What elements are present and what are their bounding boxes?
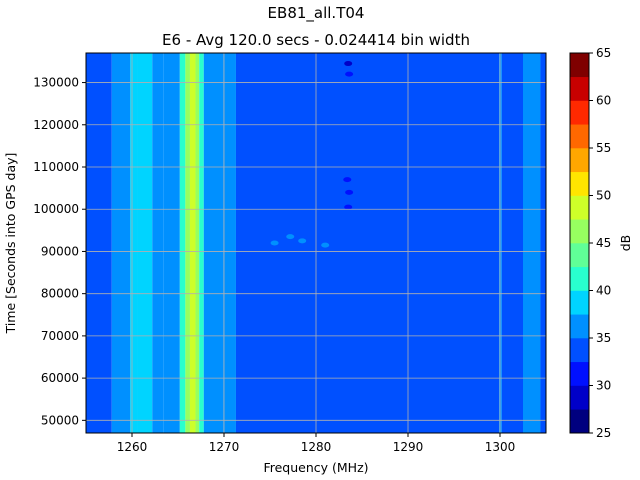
x-tick-label-1: 1270 <box>209 440 240 454</box>
x-axis-label: Frequency (MHz) <box>263 460 368 475</box>
colorbar-segment-15 <box>570 53 589 78</box>
colorbar-segment-14 <box>570 76 589 101</box>
colorbar-segment-5 <box>570 290 589 315</box>
y-tick-label-5: 100000 <box>33 202 79 216</box>
y-tick-label-7: 120000 <box>33 118 79 132</box>
y-axis-label: Time [Seconds into GPS day] <box>3 153 18 335</box>
heatmap-band-3 <box>137 53 153 433</box>
heatmap-band-2 <box>130 53 138 433</box>
colorbar-segment-2 <box>570 361 589 386</box>
heatmap-feature-2 <box>343 177 352 183</box>
y-tick-label-4: 90000 <box>41 244 79 258</box>
heatmap-band-8 <box>189 53 196 433</box>
colorbar-tick-label-8: 65 <box>596 46 611 60</box>
colorbar: 25 30 35 40 45 50 55 60 65 <box>569 46 611 440</box>
x-tick-label-3: 1290 <box>393 440 424 454</box>
y-tick-label-0: 50000 <box>41 413 79 427</box>
heatmap-band-7 <box>185 53 190 433</box>
colorbar-label: dB <box>618 235 633 252</box>
y-tick-label-8: 130000 <box>33 76 79 90</box>
heatmap-feature-0 <box>344 61 353 67</box>
colorbar-tick-label-7: 60 <box>596 94 611 108</box>
heatmap-band-13 <box>235 53 500 433</box>
plot-area <box>86 53 546 433</box>
colorbar-tick-label-5: 50 <box>596 189 611 203</box>
heatmap-band-12 <box>223 53 236 433</box>
heatmap-feature-7 <box>270 240 279 246</box>
y-tick-label-3: 80000 <box>41 287 79 301</box>
y-tick-label-1: 60000 <box>41 371 79 385</box>
x-tick-label-4: 1300 <box>485 440 516 454</box>
colorbar-tick-label-6: 55 <box>596 141 611 155</box>
heatmap-band-10 <box>199 53 204 433</box>
colorbar-segment-9 <box>570 195 589 220</box>
heatmap-band-6 <box>179 53 186 433</box>
heatmap-band-11 <box>203 53 224 433</box>
colorbar-segment-6 <box>570 266 589 291</box>
colorbar-tick-label-3: 40 <box>596 284 611 298</box>
heatmap-band-1 <box>111 53 131 433</box>
heatmap-feature-3 <box>345 189 354 195</box>
heatmap-band-0 <box>86 53 112 433</box>
colorbar-segment-3 <box>570 338 589 363</box>
heatmap-band-9 <box>195 53 200 433</box>
heatmap-band-15 <box>501 53 523 433</box>
y-tick-label-2: 70000 <box>41 329 79 343</box>
heatmap-feature-4 <box>344 204 353 210</box>
chart-title: EB81_all.T04 <box>268 4 365 23</box>
colorbar-tick-label-4: 45 <box>596 236 611 250</box>
colorbar-segment-7 <box>570 243 589 268</box>
colorbar-tick-label-1: 30 <box>596 379 611 393</box>
x-tick-label-2: 1280 <box>301 440 332 454</box>
colorbar-tick-label-0: 25 <box>596 426 611 440</box>
heatmap-band-17 <box>540 53 546 433</box>
heatmap-feature-1 <box>345 71 354 77</box>
heatmap-band-16 <box>523 53 541 433</box>
heatmap-feature-5 <box>298 238 307 244</box>
chart-subtitle: E6 - Avg 120.0 secs - 0.024414 bin width <box>162 31 470 49</box>
x-tick-label-0: 1260 <box>117 440 148 454</box>
grid <box>86 53 546 433</box>
colorbar-segment-10 <box>570 171 589 196</box>
colorbar-segment-13 <box>570 100 589 125</box>
colorbar-segment-11 <box>570 148 589 173</box>
colorbar-segment-0 <box>570 409 589 434</box>
heatmap-band-5 <box>163 53 180 433</box>
colorbar-segment-4 <box>570 314 589 339</box>
y-axis: 50000 60000 70000 80000 90000 100000 110000 120… <box>33 76 86 427</box>
heatmap-features <box>270 61 354 248</box>
colorbar-segment-1 <box>570 385 589 410</box>
heatmap-band-14 <box>499 53 502 433</box>
heatmap-band-4 <box>152 53 164 433</box>
y-tick-label-6: 110000 <box>33 160 79 174</box>
colorbar-tick-label-2: 35 <box>596 331 611 345</box>
colorbar-segment-12 <box>570 124 589 149</box>
heatmap-feature-8 <box>321 242 330 248</box>
x-axis: 1260 1270 1280 1290 1300 <box>117 433 516 454</box>
heatmap-bands <box>86 53 546 433</box>
heatmap-feature-6 <box>286 234 295 240</box>
colorbar-segment-8 <box>570 219 589 244</box>
